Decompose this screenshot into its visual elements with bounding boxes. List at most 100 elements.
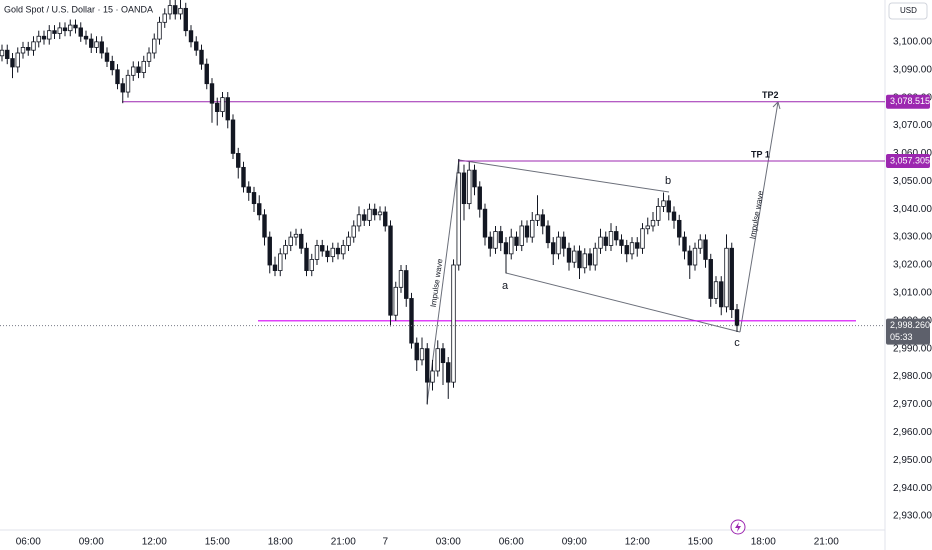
candle-body	[283, 245, 288, 255]
x-tick-label: 15:00	[688, 537, 713, 548]
x-tick-label: 21:00	[331, 537, 356, 548]
candle-body	[157, 21, 162, 40]
candle-body	[52, 30, 57, 34]
x-tick-label: 12:00	[142, 537, 167, 548]
candle-body	[372, 208, 377, 216]
level-name: TP 1	[751, 149, 770, 159]
x-tick-label: 03:00	[436, 537, 461, 548]
candle-body	[94, 41, 99, 48]
candle-body	[199, 49, 204, 65]
candle-body	[141, 60, 146, 73]
candle-body	[362, 214, 367, 221]
candle-body	[692, 247, 698, 266]
candle-body	[41, 35, 47, 40]
chart-title: Gold Spot / U.S. Dollar · 15 · OANDA	[4, 4, 153, 14]
candle-body	[36, 35, 41, 43]
candle-body	[435, 348, 440, 372]
candle-body	[556, 236, 561, 255]
candle-body	[62, 27, 68, 32]
candle-body	[671, 211, 677, 221]
y-tick-label: 2,930.000	[893, 511, 932, 522]
candle-body	[393, 286, 398, 316]
level-price-box	[886, 153, 930, 168]
x-tick-label: 09:00	[79, 537, 104, 548]
candle-body	[572, 250, 577, 263]
candle-body	[99, 41, 104, 54]
candle-body	[629, 242, 635, 255]
candle-body	[488, 236, 493, 249]
candle-body	[178, 7, 183, 15]
candle-body	[47, 30, 52, 40]
candle-body	[477, 186, 482, 210]
candle-body	[110, 60, 115, 71]
y-tick-label: 2,980.000	[893, 371, 932, 382]
candle-body	[719, 281, 724, 308]
candle-body	[0, 49, 5, 57]
candle-body	[20, 47, 26, 54]
candle-body	[440, 348, 446, 364]
candle-body	[635, 242, 640, 249]
level-price-label: 3,078.515	[890, 96, 930, 106]
candle-body	[68, 24, 73, 32]
y-tick-label: 3,100.000	[893, 36, 932, 47]
lightning-glyph	[735, 522, 741, 532]
candle-body	[89, 38, 94, 48]
candle-body	[603, 236, 608, 246]
candle-body	[383, 211, 388, 227]
wave-label: a	[502, 280, 509, 292]
candle-body	[299, 233, 304, 249]
candle-body	[236, 153, 241, 168]
candle-body	[136, 66, 141, 73]
candle-body	[309, 259, 314, 271]
candle-body	[167, 5, 173, 15]
wave-label: b	[665, 175, 671, 187]
x-tick-label: 06:00	[16, 537, 41, 548]
candle-body	[335, 247, 341, 255]
y-tick-label: 3,090.000	[893, 64, 932, 75]
candle-body	[640, 228, 645, 249]
candle-body	[430, 370, 435, 383]
level-price-box	[886, 94, 930, 109]
candle-body	[582, 253, 587, 269]
candle-body	[15, 52, 20, 68]
level-name: TP2	[762, 90, 779, 100]
currency-label[interactable]: USD	[900, 6, 917, 15]
candle-body	[320, 245, 325, 252]
candle-body	[577, 250, 582, 269]
candle-body	[330, 247, 335, 258]
candle-body	[551, 242, 556, 255]
candle-body	[545, 225, 551, 244]
candle-body	[414, 342, 419, 361]
x-tick-label: 18:00	[751, 537, 776, 548]
level-price-label: 3,057.305	[890, 155, 930, 165]
candle-body	[698, 239, 703, 249]
candle-body	[204, 63, 209, 85]
candle-body	[194, 41, 199, 51]
candle-body	[614, 231, 619, 241]
y-tick-label: 3,060.000	[893, 148, 932, 159]
candle-body	[624, 245, 629, 255]
x-tick-label: 12:00	[625, 537, 650, 548]
x-tick-label: 06:00	[499, 537, 524, 548]
candle-body	[619, 239, 624, 246]
candle-body	[498, 231, 503, 244]
candle-body	[524, 225, 530, 238]
candle-body	[566, 247, 572, 263]
candle-body	[734, 309, 740, 327]
candle-body	[530, 219, 535, 238]
candle-body	[278, 253, 283, 271]
candle-body	[451, 264, 456, 383]
y-tick-label: 3,030.000	[893, 232, 932, 243]
candle-body	[724, 247, 729, 308]
candle-body	[146, 52, 152, 62]
candle-body	[687, 250, 692, 266]
candle-body	[188, 30, 194, 43]
candle-body	[493, 231, 498, 249]
candle-body	[708, 259, 713, 299]
candle-body	[215, 102, 220, 112]
candle-body	[540, 214, 545, 227]
candle-body	[419, 348, 425, 361]
candle-body	[304, 247, 309, 271]
currency-button[interactable]	[888, 2, 928, 20]
